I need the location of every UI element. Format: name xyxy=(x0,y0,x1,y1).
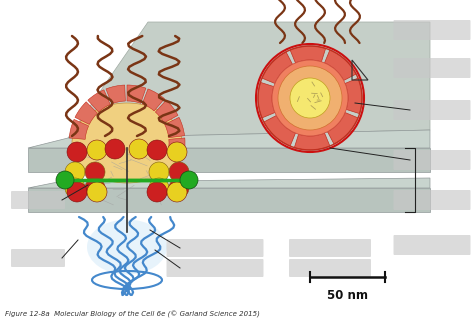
Wedge shape xyxy=(258,82,275,118)
Wedge shape xyxy=(127,85,146,103)
Bar xyxy=(28,148,430,172)
Polygon shape xyxy=(68,22,430,138)
Wedge shape xyxy=(294,133,330,150)
Circle shape xyxy=(85,178,105,198)
Circle shape xyxy=(87,182,107,202)
Text: Figure 12-8a  Molecular Biology of the Cell 6e (© Garland Science 2015): Figure 12-8a Molecular Biology of the Ce… xyxy=(5,311,260,318)
Wedge shape xyxy=(88,90,110,112)
Wedge shape xyxy=(106,85,125,104)
Circle shape xyxy=(290,78,330,118)
Wedge shape xyxy=(164,117,184,138)
Text: 50 nm: 50 nm xyxy=(327,289,368,302)
Wedge shape xyxy=(69,120,89,139)
Circle shape xyxy=(147,140,167,160)
Circle shape xyxy=(278,66,342,130)
FancyBboxPatch shape xyxy=(393,235,471,255)
Bar xyxy=(28,188,430,212)
Wedge shape xyxy=(168,138,185,157)
Circle shape xyxy=(67,142,87,162)
Circle shape xyxy=(56,171,74,189)
Wedge shape xyxy=(328,112,358,144)
Circle shape xyxy=(149,162,169,182)
FancyBboxPatch shape xyxy=(289,259,371,277)
Circle shape xyxy=(147,182,167,202)
Circle shape xyxy=(67,182,87,202)
Circle shape xyxy=(65,178,85,198)
Circle shape xyxy=(105,139,125,159)
FancyBboxPatch shape xyxy=(393,58,471,78)
Wedge shape xyxy=(325,50,356,80)
Wedge shape xyxy=(264,116,295,146)
Wedge shape xyxy=(345,78,362,114)
Circle shape xyxy=(167,182,187,202)
FancyBboxPatch shape xyxy=(289,239,371,257)
Circle shape xyxy=(87,140,107,160)
FancyBboxPatch shape xyxy=(393,20,471,40)
Wedge shape xyxy=(290,46,326,63)
Wedge shape xyxy=(75,102,98,124)
Ellipse shape xyxy=(72,103,182,183)
Circle shape xyxy=(169,162,189,182)
Circle shape xyxy=(85,162,105,182)
FancyBboxPatch shape xyxy=(166,259,264,277)
FancyBboxPatch shape xyxy=(11,249,65,267)
Circle shape xyxy=(272,60,348,136)
Polygon shape xyxy=(28,130,430,148)
Wedge shape xyxy=(262,52,292,83)
Circle shape xyxy=(129,139,149,159)
FancyBboxPatch shape xyxy=(393,100,471,120)
Circle shape xyxy=(65,162,85,182)
Circle shape xyxy=(167,142,187,162)
FancyBboxPatch shape xyxy=(393,190,471,210)
Wedge shape xyxy=(155,100,178,123)
FancyBboxPatch shape xyxy=(166,239,264,257)
Circle shape xyxy=(180,171,198,189)
Circle shape xyxy=(169,178,189,198)
Ellipse shape xyxy=(87,220,167,275)
FancyBboxPatch shape xyxy=(393,150,471,170)
Wedge shape xyxy=(142,89,164,111)
Polygon shape xyxy=(28,178,430,188)
Circle shape xyxy=(149,178,169,198)
FancyBboxPatch shape xyxy=(11,191,65,209)
